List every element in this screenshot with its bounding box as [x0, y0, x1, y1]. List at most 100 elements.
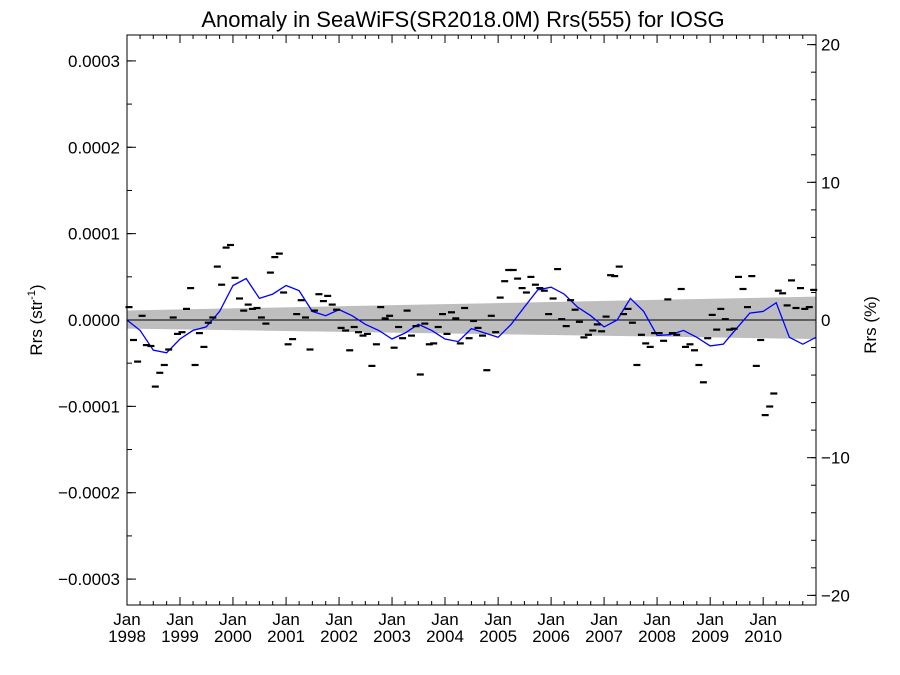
anomaly-point — [624, 307, 632, 310]
anomaly-point — [660, 339, 668, 342]
anomaly-point — [386, 314, 394, 317]
anomaly-point — [492, 331, 500, 334]
anomaly-point — [797, 287, 804, 290]
anomaly-point — [165, 348, 173, 351]
anomaly-point — [735, 275, 742, 278]
anomaly-point — [501, 280, 509, 283]
anomaly-point — [306, 348, 314, 351]
anomaly-point — [213, 265, 221, 268]
x-axis-ticks: Jan1998Jan1999Jan2000Jan2001Jan2002Jan20… — [108, 35, 804, 646]
anomaly-point — [708, 313, 716, 316]
x-tick-label-year: 2009 — [691, 627, 729, 646]
anomaly-point — [611, 275, 619, 278]
x-tick-label-year: 2007 — [585, 627, 623, 646]
y2-axis-ticks: 20 10 0 −10 −20 — [807, 36, 850, 605]
anomaly-point — [792, 306, 800, 310]
anomaly-point — [470, 319, 477, 323]
anomaly-point — [160, 363, 168, 367]
x-tick-label-year: 2008 — [638, 627, 676, 646]
anomaly-point — [584, 333, 592, 336]
anomaly-point — [801, 307, 809, 310]
y2-tick-label: 0 — [821, 311, 830, 330]
anomaly-point — [739, 287, 747, 291]
x-tick-label-year: 2001 — [267, 627, 305, 646]
anomaly-point — [752, 364, 760, 367]
anomaly-point — [779, 292, 787, 295]
anomaly-point — [664, 298, 672, 301]
anomaly-point — [695, 363, 703, 367]
anomaly-point — [602, 315, 610, 318]
y-tick-label: 0.0002 — [68, 138, 120, 157]
x-tick-label-month: Jan — [696, 610, 723, 629]
anomaly-point — [156, 371, 164, 374]
anomaly-point — [567, 299, 575, 302]
anomaly-point — [496, 296, 504, 299]
anomaly-point — [236, 297, 243, 300]
anomaly-point — [310, 309, 318, 312]
anomaly-point — [682, 345, 689, 348]
anomaly-point — [677, 287, 685, 291]
anomaly-point — [174, 332, 181, 335]
anomaly-point — [757, 338, 765, 342]
anomaly-point — [571, 308, 579, 311]
anomaly-point — [527, 275, 535, 278]
x-tick-label-month: Jan — [113, 610, 140, 629]
anomaly-point — [421, 322, 429, 325]
anomaly-point — [593, 323, 601, 326]
anomaly-point — [183, 307, 190, 310]
anomaly-point — [240, 309, 248, 312]
x-tick-label-month: Jan — [431, 610, 458, 629]
anomaly-point — [195, 332, 203, 335]
anomaly-point — [319, 300, 327, 303]
anomaly-point — [487, 314, 495, 317]
anomaly-point — [810, 288, 818, 291]
anomaly-point — [416, 373, 424, 376]
x-tick-label-year: 1998 — [108, 627, 146, 646]
anomaly-point — [368, 364, 376, 367]
anomaly-point — [545, 313, 553, 316]
anomaly-point — [253, 306, 261, 310]
anomaly-point — [540, 289, 548, 292]
x-tick-label-month: Jan — [325, 610, 352, 629]
anomaly-point — [142, 344, 150, 347]
anomaly-point — [522, 291, 530, 294]
y-tick-label: −0.0003 — [58, 570, 120, 589]
anomaly-point — [580, 336, 588, 339]
x-tick-label-month: Jan — [484, 610, 511, 629]
anomaly-point — [346, 349, 354, 352]
anomaly-point — [412, 325, 420, 328]
anomaly-point — [134, 360, 142, 363]
anomaly-point — [637, 333, 645, 336]
anomaly-point — [342, 329, 350, 332]
anomaly-point — [231, 276, 239, 279]
anomaly-point — [130, 338, 137, 342]
anomaly-point — [244, 303, 252, 306]
anomaly-point — [151, 385, 159, 388]
anomaly-point — [783, 304, 791, 307]
x-tick-label-year: 2003 — [373, 627, 411, 646]
anomaly-point — [448, 311, 455, 314]
anomaly-point — [266, 271, 274, 274]
y-axis-label-close: ) — [27, 284, 46, 290]
y2-tick-label: 20 — [821, 36, 840, 55]
x-tick-label-year: 2000 — [214, 627, 252, 646]
anomaly-point — [465, 337, 473, 340]
anomaly-point — [333, 308, 341, 311]
anomaly-point — [204, 321, 212, 324]
anomaly-point — [549, 297, 557, 300]
anomaly-point — [766, 405, 774, 408]
anomaly-point — [399, 337, 407, 340]
anomaly-point — [628, 321, 636, 324]
y-tick-label: 0.0001 — [68, 225, 120, 244]
x-tick-label-month: Jan — [537, 610, 564, 629]
anomaly-point — [788, 279, 795, 282]
anomaly-point — [686, 343, 694, 346]
anomaly-point — [651, 332, 659, 335]
y-axis-label: Rrs (str-1) — [26, 284, 46, 355]
anomaly-point — [748, 275, 756, 278]
anomaly-point — [293, 313, 301, 316]
anomaly-point — [536, 287, 544, 290]
anomaly-point — [761, 414, 769, 417]
anomaly-point — [200, 345, 208, 348]
